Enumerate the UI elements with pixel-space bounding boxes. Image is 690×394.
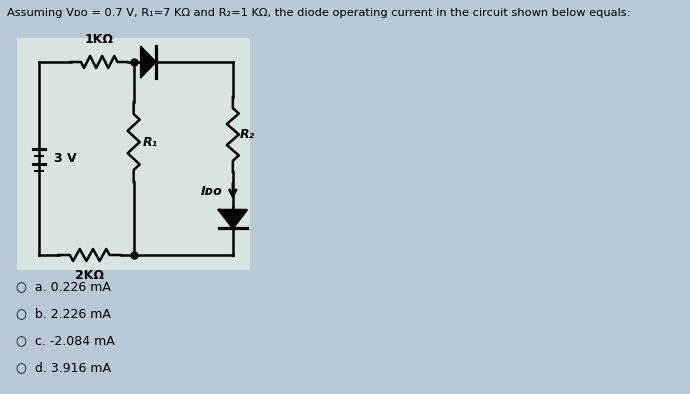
Text: ○  b. 2.226 mA: ○ b. 2.226 mA xyxy=(15,307,110,320)
FancyBboxPatch shape xyxy=(17,38,250,270)
Text: 3 V: 3 V xyxy=(55,152,77,165)
Text: 1KΩ: 1KΩ xyxy=(85,33,114,46)
Polygon shape xyxy=(219,210,246,228)
Text: Assuming Vᴅᴏ = 0.7 V, R₁=7 KΩ and R₂=1 KΩ, the diode operating current in the ci: Assuming Vᴅᴏ = 0.7 V, R₁=7 KΩ and R₂=1 K… xyxy=(7,8,631,18)
Text: R₁: R₁ xyxy=(142,136,157,149)
Text: R₂: R₂ xyxy=(239,128,255,141)
Text: 2KΩ: 2KΩ xyxy=(75,269,104,282)
Text: Iᴅᴏ: Iᴅᴏ xyxy=(201,184,222,197)
Polygon shape xyxy=(141,46,156,78)
Text: ○  c. -2.084 mA: ○ c. -2.084 mA xyxy=(15,334,115,347)
Text: ○  d. 3.916 mA: ○ d. 3.916 mA xyxy=(15,361,110,374)
Text: ○  a. 0.226 mA: ○ a. 0.226 mA xyxy=(15,280,110,293)
